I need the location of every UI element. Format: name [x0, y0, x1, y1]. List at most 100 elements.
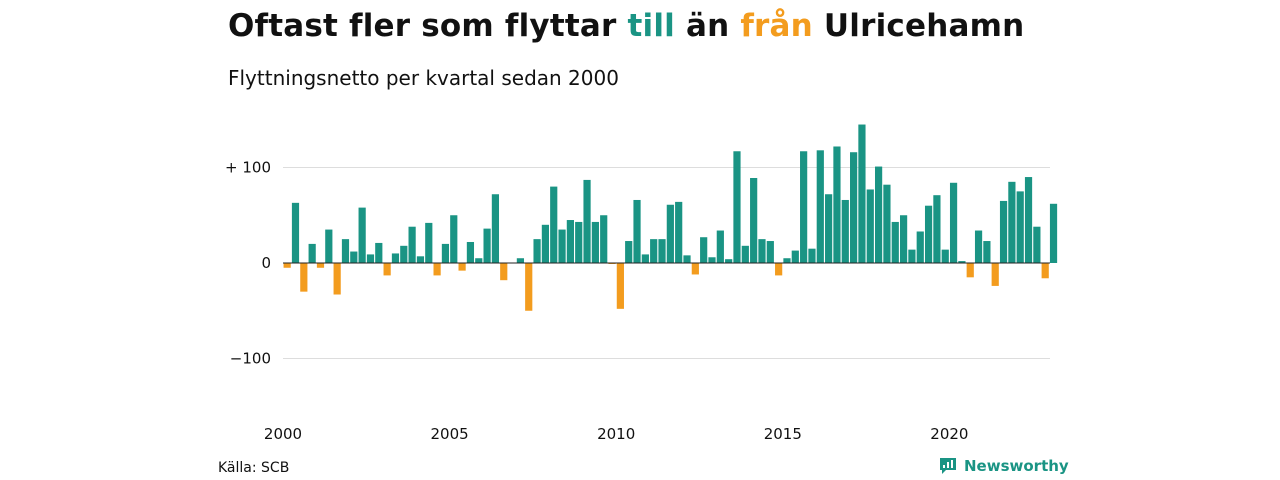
bar-2018-k1	[883, 184, 891, 263]
bar-2009-k2	[591, 221, 599, 263]
bar-2017-k1	[850, 152, 858, 263]
x-tick-label: 2010	[597, 425, 635, 443]
title-part-1: Oftast fler som flyttar	[228, 8, 628, 44]
bar-2001-k3	[333, 263, 341, 295]
bar-2021-k2	[991, 263, 999, 286]
x-tick-label: 2020	[930, 425, 968, 443]
bar-2013-k3	[733, 151, 741, 263]
bar-2018-k4	[908, 249, 916, 263]
bar-2015-k2	[791, 250, 799, 263]
y-tick-label: + 100	[225, 159, 271, 177]
bar-2019-k2	[924, 205, 933, 263]
bar-2004-k4	[441, 243, 450, 263]
bar-2001-k4	[341, 239, 350, 264]
bar-2010-k2	[625, 241, 633, 263]
bar-2002-k3	[366, 254, 375, 263]
y-tick-label: −100	[230, 350, 271, 368]
bar-2022-k3	[1033, 226, 1041, 263]
x-tick-label: 2015	[764, 425, 802, 443]
bar-2011-k1	[650, 239, 658, 264]
bar-2005-k2	[458, 263, 466, 271]
axis-labels: + 100 0 −100 2000 2005 2010 2015 2020	[225, 159, 968, 444]
bar-2016-k2	[825, 194, 833, 263]
title-highlight-fran: från	[740, 8, 813, 44]
bar-2007-k1	[516, 258, 525, 263]
bar-2002-k1	[350, 251, 358, 263]
title-part-3: än	[674, 8, 741, 44]
bar-2008-k3	[566, 220, 574, 264]
y-tick-label: 0	[261, 254, 271, 272]
newsworthy-logo-icon	[940, 458, 956, 474]
bar-2003-k3	[400, 245, 408, 263]
bar-2003-k4	[408, 226, 416, 263]
bar-2011-k2	[658, 239, 666, 264]
bar-2009-k3	[600, 215, 608, 263]
bar-2004-k3	[433, 263, 441, 276]
title-part-5: Ulricehamn	[812, 8, 1025, 44]
bar-2002-k2	[358, 207, 366, 263]
bar-2002-k4	[375, 242, 383, 263]
title-highlight-till: till	[627, 8, 675, 44]
bar-2003-k1	[383, 263, 391, 276]
brand: Newsworthy	[938, 456, 1069, 476]
bar-2020-k2	[958, 261, 966, 263]
bar-2019-k4	[941, 249, 949, 263]
bar-2021-k4	[1008, 181, 1016, 263]
bar-2020-k3	[966, 263, 974, 278]
bar-2016-k1	[816, 150, 824, 263]
bar-2000-k1	[283, 263, 291, 268]
bar-2009-k1	[583, 179, 591, 263]
bar-2007-k2	[525, 263, 533, 311]
bar-2020-k4	[974, 230, 983, 263]
bar-2020-k1	[949, 182, 958, 263]
bar-2017-k4	[875, 166, 883, 263]
chart-subtitle: Flyttningsnetto per kvartal sedan 2000	[228, 66, 619, 90]
bar-2001-k1	[316, 263, 325, 268]
bar-2015-k4	[808, 248, 816, 263]
bar-2000-k3	[300, 263, 308, 292]
bar-2019-k3	[933, 195, 941, 263]
bar-2016-k4	[841, 199, 849, 263]
bar-2015-k3	[800, 151, 808, 263]
bar-2022-k4	[1041, 263, 1049, 279]
bar-2005-k1	[450, 215, 458, 263]
bar-2017-k3	[866, 189, 874, 263]
bar-2001-k2	[325, 229, 333, 263]
brand-name: Newsworthy	[964, 457, 1069, 475]
bar-2011-k3	[666, 204, 674, 263]
bar-2005-k3	[466, 241, 475, 263]
bar-2013-k4	[741, 245, 749, 263]
bar-2007-k3	[533, 239, 541, 264]
bar-2019-k1	[916, 231, 924, 263]
bar-2003-k2	[391, 253, 400, 263]
bar-2004-k2	[425, 222, 433, 263]
bar-2021-k1	[983, 241, 991, 263]
bar-2018-k3	[899, 215, 908, 263]
bar-2008-k2	[558, 229, 566, 263]
bars	[283, 124, 1058, 311]
bar-2008-k1	[550, 186, 558, 263]
bar-2010-k4	[641, 254, 649, 263]
bar-2000-k2	[291, 202, 300, 263]
bar-2012-k3	[700, 237, 708, 264]
bar-2017-k2	[858, 124, 866, 263]
bar-2014-k2	[758, 239, 766, 264]
bar-2005-k4	[475, 258, 483, 263]
bar-2014-k1	[750, 178, 758, 263]
x-tick-label: 2005	[431, 425, 469, 443]
bar-2014-k3	[766, 241, 774, 263]
bar-2012-k1	[683, 255, 691, 263]
bar-2006-k2	[491, 194, 500, 263]
bar-2023-k1	[1049, 203, 1058, 263]
gridlines	[283, 167, 1050, 359]
source-label: Källa: SCB	[218, 460, 290, 476]
bar-2022-k1	[1016, 191, 1024, 264]
x-tick-label: 2000	[264, 425, 302, 443]
bar-2013-k2	[725, 259, 733, 263]
bar-2000-k4	[308, 243, 316, 263]
bar-2010-k3	[633, 199, 641, 263]
bar-2012-k2	[691, 263, 699, 275]
bar-2018-k2	[891, 221, 899, 263]
bar-2004-k1	[416, 256, 425, 263]
bar-2021-k3	[999, 200, 1008, 263]
